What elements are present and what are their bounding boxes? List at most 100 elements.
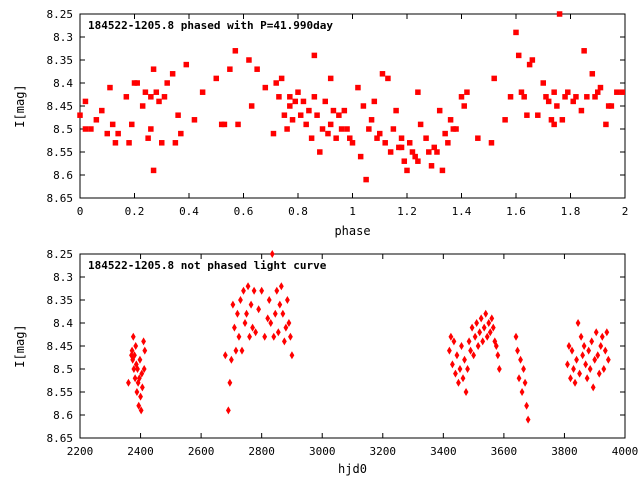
data-point — [570, 98, 576, 105]
data-point — [577, 369, 582, 378]
x-tick-label: 2600 — [188, 445, 215, 458]
data-point — [153, 89, 160, 95]
data-point — [278, 75, 285, 82]
data-point — [178, 130, 184, 137]
data-point — [412, 153, 418, 160]
data-point — [239, 346, 245, 355]
data-point — [159, 140, 165, 146]
data-point — [524, 401, 529, 410]
data-point — [464, 89, 470, 95]
data-point — [446, 346, 452, 355]
data-point — [603, 121, 609, 128]
data-point — [265, 314, 271, 323]
data-point — [488, 140, 495, 146]
data-point — [248, 103, 255, 109]
data-point — [515, 52, 522, 59]
data-point — [599, 332, 605, 341]
plot-frame-phased — [79, 13, 626, 199]
data-point — [590, 383, 596, 392]
data-point — [589, 71, 596, 77]
y-tick-label: 8.55 — [47, 386, 74, 399]
data-point — [131, 80, 138, 86]
y-tick-label: 8.6 — [53, 169, 73, 182]
data-point — [598, 342, 604, 350]
data-point — [325, 130, 331, 137]
data-point — [289, 117, 296, 123]
data-point — [141, 365, 147, 373]
y-tick-label: 8.4 — [53, 77, 73, 90]
data-point — [521, 365, 526, 373]
data-point — [344, 126, 350, 132]
data-point — [456, 378, 461, 387]
data-point — [586, 346, 592, 355]
data-point — [401, 158, 408, 164]
data-point — [486, 319, 492, 327]
data-point — [330, 107, 337, 114]
data-point — [126, 140, 132, 146]
data-point — [448, 332, 454, 341]
data-point — [256, 305, 262, 314]
data-point — [227, 66, 233, 72]
data-point — [235, 309, 240, 318]
data-point — [526, 61, 533, 68]
data-point — [280, 309, 286, 318]
data-point — [516, 374, 522, 383]
data-point — [275, 328, 281, 337]
data-point — [270, 130, 277, 137]
data-point — [241, 286, 246, 295]
data-point — [233, 346, 239, 355]
data-point — [571, 365, 576, 373]
data-point — [605, 103, 612, 109]
data-point — [137, 355, 143, 364]
data-point — [565, 360, 570, 369]
data-point — [409, 149, 416, 155]
data-point — [390, 126, 397, 132]
data-point — [336, 112, 342, 118]
x-tick-label: 0.2 — [125, 205, 145, 218]
data-point — [134, 388, 140, 396]
data-point — [502, 117, 508, 123]
data-point — [133, 342, 139, 350]
data-point — [480, 337, 486, 346]
data-point — [434, 149, 440, 155]
data-point — [99, 107, 105, 114]
plot-frame-raw — [79, 253, 626, 439]
data-point — [246, 57, 252, 63]
data-point — [341, 107, 348, 114]
x-tick-label: 0.8 — [288, 205, 308, 218]
data-point — [138, 406, 144, 415]
data-point — [142, 89, 149, 95]
axis-ticks-raw: 2200 2400 2600 2800 3000 3200 3400 3600 3800 4000… — [47, 248, 639, 458]
data-point — [327, 121, 334, 128]
data-point — [135, 365, 140, 373]
data-point — [129, 121, 135, 128]
data-point — [614, 89, 620, 95]
y-tick-label: 8.45 — [47, 100, 74, 113]
data-point — [604, 328, 610, 337]
data-point — [596, 369, 602, 378]
y-tick-label: 8.45 — [47, 340, 74, 353]
data-point — [288, 332, 293, 341]
data-point — [584, 94, 590, 100]
data-point — [132, 374, 138, 383]
data-point — [230, 300, 236, 309]
data-point — [266, 296, 272, 304]
data-point — [355, 84, 361, 91]
data-point — [574, 355, 579, 364]
data-point — [156, 98, 162, 105]
data-point — [287, 94, 293, 100]
data-point — [112, 140, 119, 146]
data-point — [274, 286, 280, 295]
data-point — [183, 61, 190, 68]
data-point — [308, 135, 315, 141]
data-point — [592, 94, 598, 100]
data-point — [605, 355, 611, 364]
x-tick-label: 3800 — [551, 445, 578, 458]
data-point — [286, 319, 292, 327]
data-point — [136, 374, 142, 383]
data-point — [454, 351, 460, 360]
y-axis-label-phased: I[mag] — [13, 84, 27, 127]
data-point — [244, 309, 249, 318]
data-point — [573, 94, 579, 100]
y-tick-label: 8.3 — [53, 271, 73, 284]
